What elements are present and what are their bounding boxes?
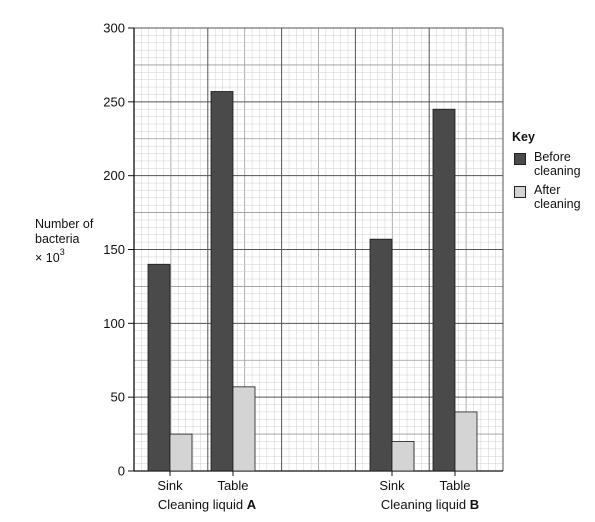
x-category-label: Table — [217, 478, 248, 493]
bar-after-cleaning — [391, 441, 415, 472]
y-tick-label: 50 — [111, 390, 125, 405]
legend-label-after-line-1: After — [534, 183, 561, 197]
legend-item-before: Before cleaning — [512, 150, 581, 178]
y-axis-label-exponent: 3 — [59, 247, 65, 257]
x-group-label-letter: A — [247, 497, 257, 512]
y-axis-label-line-3: × 103 — [35, 247, 93, 266]
y-tick-label: 200 — [103, 168, 125, 183]
legend: Key Before cleaning After cleaning — [512, 130, 581, 216]
y-axis-label: Number of bacteria × 103 — [35, 217, 93, 266]
y-tick-label: 0 — [118, 464, 125, 479]
bar-before-cleaning — [369, 238, 393, 472]
legend-label-before-line-1: Before — [534, 150, 571, 164]
y-tick-label: 150 — [103, 242, 125, 257]
legend-title: Key — [512, 130, 535, 144]
bar-before-cleaning — [210, 91, 234, 472]
y-axis-label-line-1: Number of — [35, 217, 94, 231]
legend-label-before-line-2: cleaning — [534, 164, 581, 178]
y-axis-label-line-2: bacteria — [35, 232, 80, 246]
x-group-label: Cleaning liquid A — [158, 497, 257, 512]
legend-swatch-after — [514, 186, 526, 198]
x-category-label: Sink — [157, 478, 183, 493]
x-category-label: Table — [439, 478, 470, 493]
legend-item-after: After cleaning — [512, 183, 581, 211]
y-tick-label: 300 — [103, 21, 125, 36]
bar-after-cleaning — [169, 433, 193, 472]
legend-swatch-before — [514, 153, 526, 165]
bar-before-cleaning — [432, 108, 456, 472]
legend-label-after-line-2: cleaning — [534, 197, 581, 211]
bar-after-cleaning — [454, 411, 478, 472]
bar-after-cleaning — [232, 386, 256, 472]
y-tick-label: 250 — [103, 94, 125, 109]
y-tick-label: 100 — [103, 316, 125, 331]
x-group-label-letter: B — [470, 497, 479, 512]
x-group-label-text: Cleaning liquid — [381, 497, 470, 512]
x-group-label: Cleaning liquid B — [381, 497, 479, 512]
bar-before-cleaning — [147, 263, 171, 472]
x-category-label: Sink — [379, 478, 405, 493]
x-group-label-text: Cleaning liquid — [158, 497, 247, 512]
y-axis-label-unit: × 10 — [35, 251, 60, 266]
